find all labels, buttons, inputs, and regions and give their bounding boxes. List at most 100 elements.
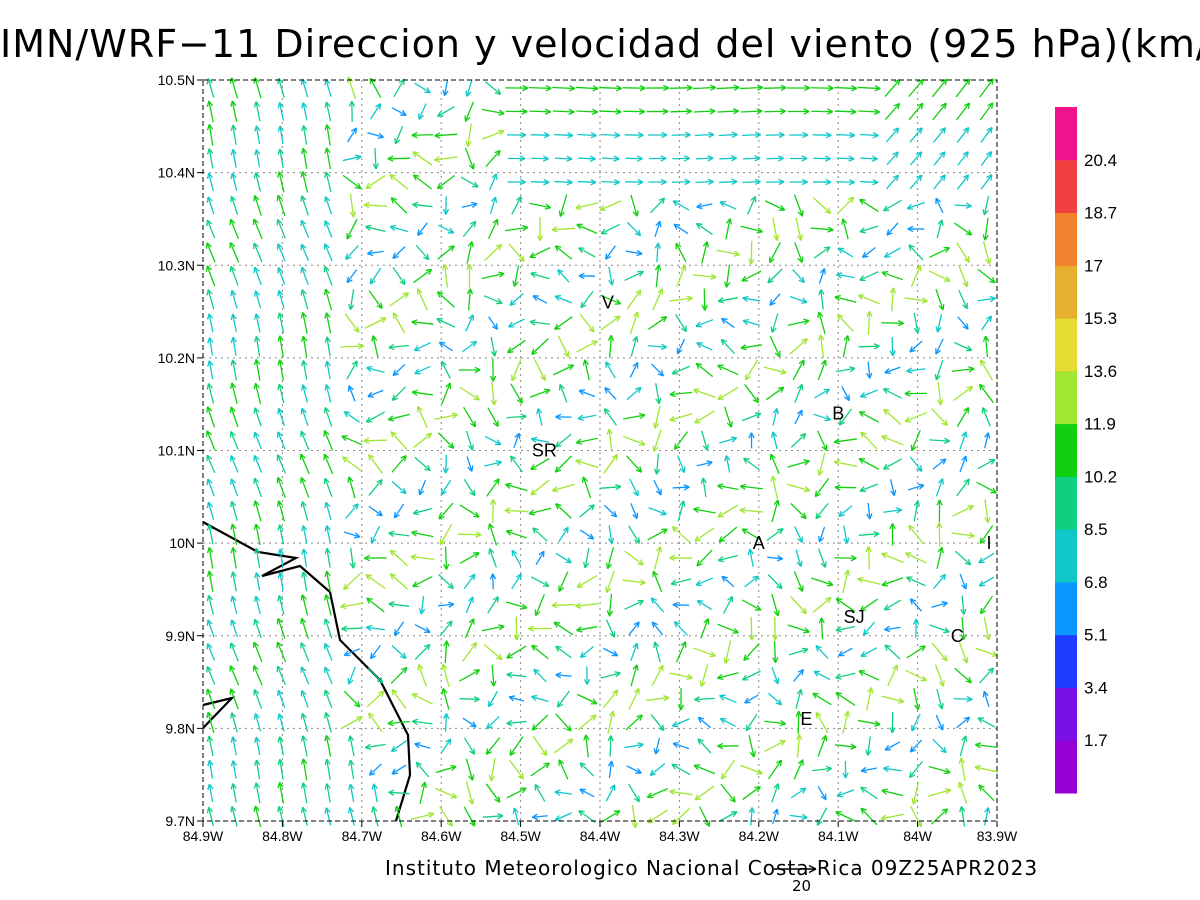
wind-arrow xyxy=(913,500,921,522)
wind-arrow xyxy=(416,405,428,428)
wind-arrow xyxy=(300,219,310,239)
wind-arrow xyxy=(347,666,356,685)
wind-arrow xyxy=(342,573,361,591)
wind-arrow xyxy=(442,454,450,474)
wind-arrow xyxy=(793,759,804,780)
wind-arrow xyxy=(462,717,477,728)
wind-arrow xyxy=(810,226,834,233)
wind-arrow xyxy=(505,482,528,492)
wind-arrow xyxy=(982,240,992,265)
wind-arrow xyxy=(466,241,474,264)
station-label-v: V xyxy=(602,292,614,312)
wind-arrow xyxy=(484,460,502,467)
wind-arrow xyxy=(300,617,310,639)
wind-arrow xyxy=(645,695,670,702)
wind-arrow xyxy=(230,619,239,638)
wind-arrow xyxy=(230,359,237,381)
wind-arrow xyxy=(931,601,948,608)
wind-arrow xyxy=(978,383,994,404)
wind-arrow xyxy=(983,616,991,641)
colorbar: 1.7 3.4 5.1 6.8 8.5 10.2 11.9 13.6 15.3 17 18.7 20.… xyxy=(1055,107,1117,794)
wind-arrow xyxy=(529,108,551,115)
wind-arrow xyxy=(578,247,596,258)
wind-arrow xyxy=(765,178,785,186)
wind-arrow xyxy=(838,408,853,426)
wind-arrow xyxy=(886,174,900,190)
wind-arrow xyxy=(324,78,332,97)
wind-arrow xyxy=(229,665,240,686)
wind-arrow xyxy=(464,618,475,639)
wind-arrow xyxy=(859,132,879,139)
wind-arrow xyxy=(694,527,715,542)
wind-arrow xyxy=(300,147,308,169)
wind-arrow xyxy=(436,291,455,308)
wind-arrow xyxy=(579,529,595,540)
wind-arrow xyxy=(462,220,477,238)
wind-arrow xyxy=(277,383,285,404)
wind-arrow xyxy=(932,458,947,470)
wind-arrow xyxy=(718,131,738,138)
wind-arrow xyxy=(716,672,739,681)
wind-arrow xyxy=(958,757,966,782)
wind-arrow xyxy=(607,735,614,757)
wind-arrow xyxy=(908,102,924,121)
wind-arrow xyxy=(532,527,548,542)
wind-arrow xyxy=(790,432,807,448)
wind-arrow xyxy=(842,569,851,594)
wind-arrow xyxy=(555,645,572,659)
wind-arrow xyxy=(793,668,805,682)
wind-arrow xyxy=(301,102,308,121)
colorbar-segment xyxy=(1055,423,1077,477)
wind-arrow xyxy=(513,432,521,449)
wind-arrow xyxy=(229,688,239,710)
wind-arrow xyxy=(695,131,715,139)
wind-arrow xyxy=(551,602,576,609)
wind-arrow xyxy=(301,571,308,592)
wind-arrow xyxy=(748,616,755,641)
wind-arrow xyxy=(928,765,951,775)
wind-arrow xyxy=(324,734,332,757)
wind-arrow xyxy=(842,335,850,358)
wind-arrow xyxy=(857,294,880,305)
wind-arrow xyxy=(652,288,664,311)
wind-arrow xyxy=(324,547,331,568)
wind-arrow xyxy=(529,247,551,259)
wind-arrow xyxy=(300,501,309,521)
wind-arrow xyxy=(324,336,331,357)
wind-arrow xyxy=(789,131,809,139)
wind-arrow xyxy=(459,552,480,564)
wind-arrow xyxy=(739,507,764,514)
wind-arrow xyxy=(672,718,690,728)
wind-arrow xyxy=(229,265,239,286)
wind-arrow xyxy=(812,765,833,773)
wind-arrow xyxy=(410,554,435,561)
wind-arrow xyxy=(577,414,597,421)
wind-arrow xyxy=(576,626,598,633)
wind-arrow xyxy=(577,179,597,186)
station-label-i: I xyxy=(987,533,992,553)
wind-arrow xyxy=(506,671,527,679)
wind-arrow xyxy=(370,525,381,544)
wind-arrow xyxy=(230,455,239,473)
wind-arrow xyxy=(489,358,497,382)
wind-arrow xyxy=(363,201,388,209)
wind-arrow xyxy=(669,390,693,398)
wind-arrow xyxy=(254,572,261,591)
wind-arrow xyxy=(481,271,505,280)
wind-arrow xyxy=(343,648,360,657)
wind-arrow xyxy=(982,195,990,216)
wind-arrow xyxy=(530,271,550,280)
wind-arrow xyxy=(393,78,405,98)
wind-arrow xyxy=(436,106,455,117)
wind-arrow xyxy=(489,196,498,215)
wind-arrow xyxy=(740,84,764,91)
wind-arrow xyxy=(601,131,621,139)
wind-arrow xyxy=(439,620,453,637)
wind-arrow xyxy=(536,217,544,242)
wind-arrow xyxy=(978,552,995,564)
wind-arrow xyxy=(909,127,923,143)
wind-arrow xyxy=(440,479,452,496)
wind-arrow xyxy=(599,85,623,92)
wind-arrow xyxy=(908,524,924,545)
wind-arrow xyxy=(748,240,755,265)
